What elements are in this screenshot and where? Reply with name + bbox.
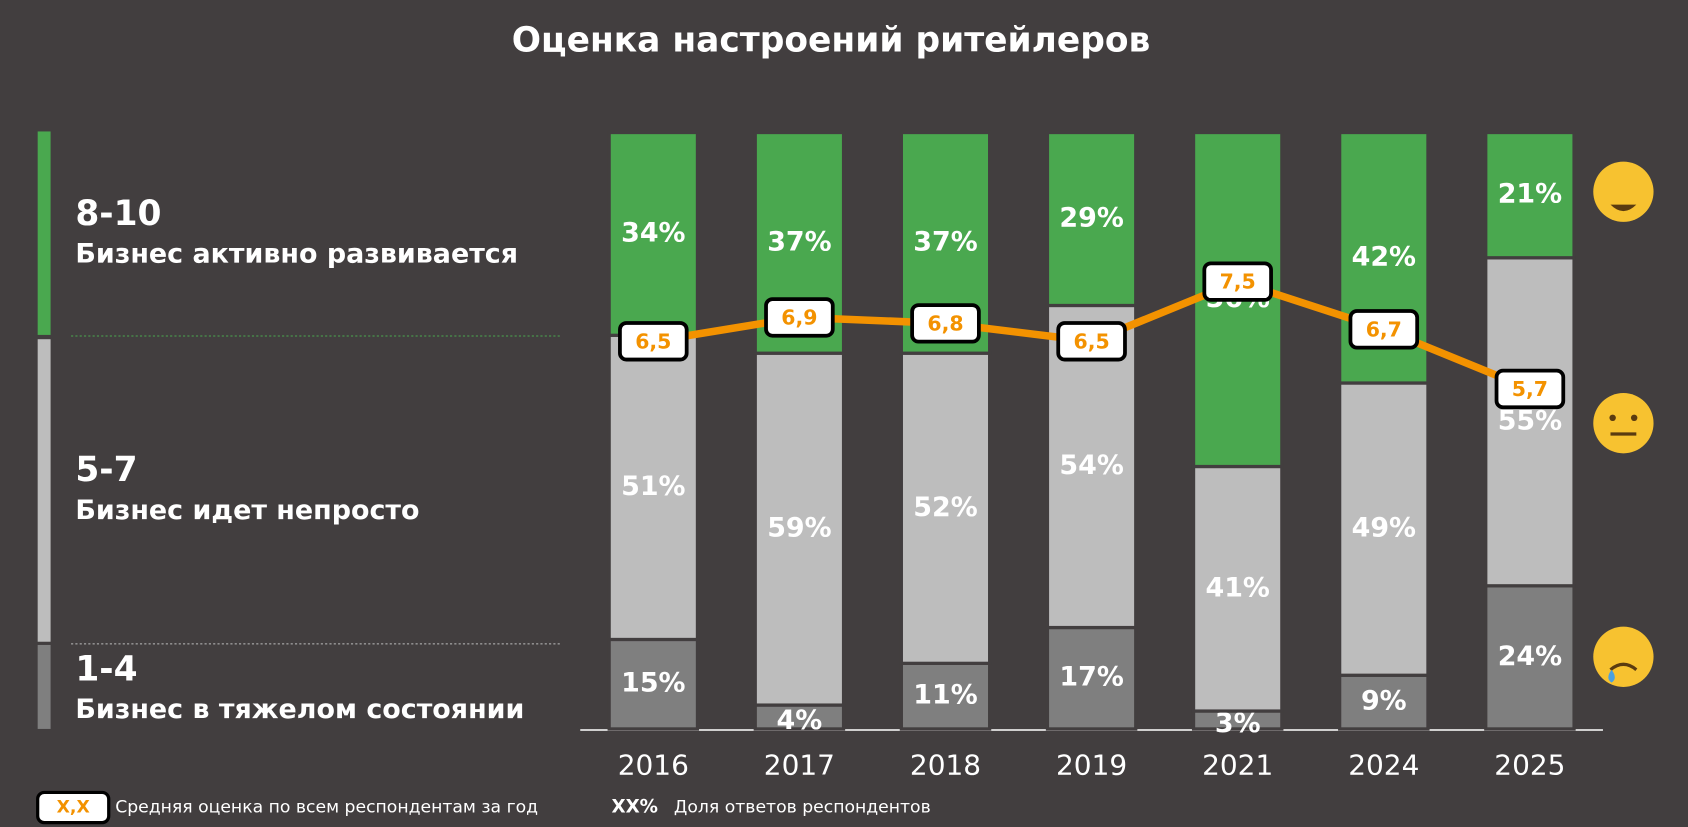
legend-description: Бизнес активно развивается bbox=[75, 239, 518, 270]
line-marker bbox=[1494, 368, 1566, 410]
legend-text: Доля ответов респондентов bbox=[674, 798, 931, 818]
legend-range: 8-10 bbox=[75, 194, 161, 234]
legend-description: Бизнес идет непросто bbox=[75, 495, 419, 526]
legend-sample: XX% bbox=[611, 797, 658, 818]
data-label: 29% bbox=[1059, 203, 1123, 234]
data-label: 51% bbox=[621, 471, 685, 502]
data-label: 55% bbox=[1498, 405, 1562, 436]
x-tick-label: 2024 bbox=[1348, 749, 1419, 782]
data-label: 54% bbox=[1059, 450, 1123, 481]
data-label: 37% bbox=[913, 226, 977, 257]
line-label: 6,7 bbox=[1366, 317, 1402, 341]
bar-segment bbox=[1338, 381, 1430, 677]
bar-segment bbox=[1191, 464, 1284, 713]
data-label: 49% bbox=[1352, 513, 1416, 544]
footer-legend: X,X Средняя оценка по всем респондентам … bbox=[36, 790, 931, 825]
line-label: 7,5 bbox=[1220, 270, 1256, 294]
legend-range: 1-4 bbox=[75, 649, 137, 689]
legend-bar bbox=[37, 131, 51, 335]
legend-swatch bbox=[36, 790, 111, 825]
x-tick-label: 2017 bbox=[764, 749, 835, 782]
data-label: 9% bbox=[1361, 686, 1407, 717]
bar-segment bbox=[607, 637, 700, 731]
data-label: 52% bbox=[913, 492, 977, 523]
legend-range: 5-7 bbox=[75, 450, 137, 490]
line-marker bbox=[1202, 261, 1273, 302]
legend-bar bbox=[37, 339, 51, 642]
data-label: 21% bbox=[1498, 179, 1562, 210]
x-tick-label: 2025 bbox=[1494, 749, 1565, 782]
x-tick-label: 2019 bbox=[1056, 749, 1127, 782]
data-label: 42% bbox=[1352, 241, 1416, 272]
line-marker bbox=[618, 321, 689, 362]
data-label: 24% bbox=[1498, 641, 1562, 672]
line-marker bbox=[764, 297, 835, 338]
bar-segment bbox=[1045, 130, 1138, 308]
legend-bar bbox=[37, 644, 51, 729]
line-label: 6,5 bbox=[635, 329, 671, 353]
bar-segment bbox=[753, 351, 846, 707]
bar-segment bbox=[1338, 673, 1430, 731]
x-tick-label: 2021 bbox=[1202, 749, 1273, 782]
line-label: 5,7 bbox=[1512, 377, 1548, 401]
chart-title: Оценка настроений ритейлеров bbox=[512, 21, 1151, 61]
bar-segment bbox=[899, 661, 992, 731]
data-label: 37% bbox=[767, 226, 831, 257]
data-label: 17% bbox=[1059, 662, 1123, 693]
data-label: 4% bbox=[777, 705, 823, 736]
line-label: 6,9 bbox=[781, 305, 817, 329]
bar-segment bbox=[1484, 130, 1576, 260]
data-label: 3% bbox=[1215, 708, 1261, 739]
bar-segment bbox=[1484, 256, 1576, 588]
line-label: 6,8 bbox=[927, 311, 963, 335]
bar-segment bbox=[1045, 625, 1138, 731]
emojis bbox=[1593, 161, 1654, 687]
data-label: 11% bbox=[913, 680, 977, 711]
legend-text: Средняя оценка по всем респондентам за г… bbox=[115, 798, 538, 818]
bar-segment bbox=[607, 333, 700, 642]
x-tick-label: 2016 bbox=[618, 749, 689, 782]
data-label: 59% bbox=[767, 513, 831, 544]
line-label: 6,5 bbox=[1073, 329, 1109, 353]
x-tick-label: 2018 bbox=[910, 749, 981, 782]
line-marker bbox=[910, 303, 981, 344]
data-label: 15% bbox=[621, 668, 685, 699]
data-label: 34% bbox=[621, 217, 685, 248]
legend-description: Бизнес в тяжелом состоянии bbox=[75, 694, 524, 725]
bar-segment bbox=[1484, 584, 1576, 731]
line-marker bbox=[1056, 321, 1127, 362]
line-marker bbox=[1348, 309, 1420, 350]
legend-sample: X,X bbox=[57, 798, 90, 818]
bar-segment bbox=[607, 130, 700, 337]
data-label: 41% bbox=[1205, 572, 1269, 603]
